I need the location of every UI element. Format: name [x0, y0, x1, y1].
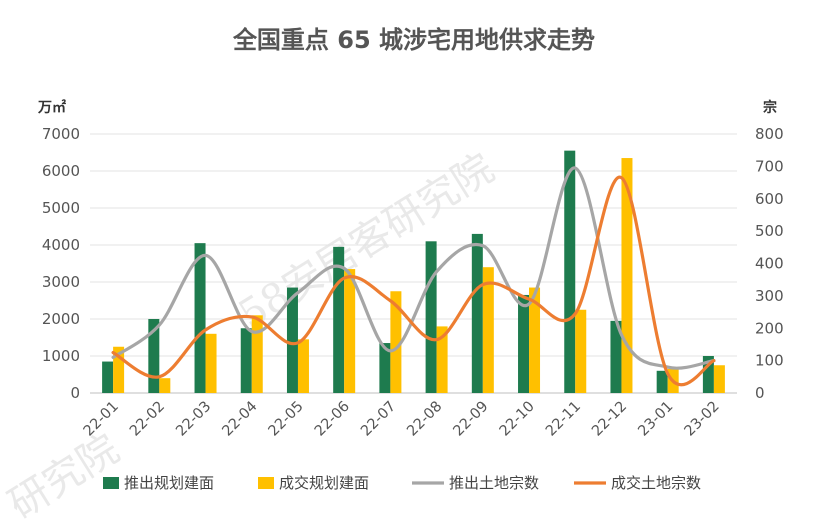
- legend-label: 成交规划建面: [279, 474, 369, 492]
- line-supply-count: [111, 166, 716, 370]
- legend-label: 推出土地宗数: [449, 474, 539, 492]
- left-tick-label: 6000: [42, 162, 80, 180]
- x-tick-label: 22-09: [451, 399, 492, 440]
- x-tick-label: 22-11: [543, 399, 584, 440]
- bar-deal: [713, 365, 725, 393]
- bar-supply: [286, 287, 298, 393]
- bar-deal: [621, 158, 633, 393]
- bar-deal: [205, 333, 217, 393]
- x-tick-label: 22-04: [219, 399, 260, 440]
- bar-supply: [610, 320, 622, 393]
- left-tick-label: 1000: [42, 347, 80, 365]
- right-tick-label: 300: [755, 287, 784, 305]
- bar-supply: [379, 343, 391, 393]
- right-axis-unit: 宗: [763, 99, 777, 116]
- bar-deal: [251, 315, 263, 393]
- x-tick-label: 22-07: [358, 399, 399, 440]
- bar-supply: [656, 370, 668, 393]
- bar-supply: [564, 150, 576, 393]
- left-tick-label: 0: [70, 384, 80, 402]
- bar-deal: [436, 326, 448, 393]
- right-tick-label: 0: [755, 384, 765, 402]
- x-tick-label: 22-03: [173, 399, 214, 440]
- right-tick-label: 100: [755, 352, 784, 370]
- left-tick-label: 4000: [42, 236, 80, 254]
- bar-supply: [240, 328, 252, 393]
- x-tick-label: 22-06: [312, 399, 353, 440]
- x-tick-label: 22-02: [127, 399, 168, 440]
- x-axis-ticks: 22-01 22-02 22-03 22-04 22-05 22-06 22-07 22-08…: [81, 399, 723, 440]
- right-tick-label: 500: [755, 222, 784, 240]
- chart-title: 全国重点 65 城涉宅用地供求走势: [232, 26, 595, 54]
- right-tick-label: 200: [755, 319, 784, 337]
- bar-deal: [159, 378, 171, 393]
- legend-label: 成交土地宗数: [611, 474, 701, 492]
- bar-deal: [575, 309, 587, 393]
- legend-label: 推出规划建面: [124, 474, 214, 492]
- x-tick-label: 22-12: [589, 399, 630, 440]
- bar-supply: [425, 241, 437, 393]
- line-deal-count: [111, 175, 716, 387]
- watermark-text-corner: 研究院: [1, 426, 127, 527]
- bar-supply: [471, 233, 483, 393]
- bar-deal: [113, 346, 125, 393]
- bar-deal: [529, 287, 541, 393]
- right-tick-label: 800: [755, 125, 784, 143]
- left-tick-label: 3000: [42, 273, 80, 291]
- right-tick-label: 600: [755, 190, 784, 208]
- right-tick-label: 700: [755, 157, 784, 175]
- lines: [111, 166, 716, 387]
- left-tick-label: 7000: [42, 125, 80, 143]
- x-tick-label: 22-10: [497, 399, 538, 440]
- bar-deal: [297, 339, 309, 393]
- bar-supply: [148, 319, 160, 393]
- left-tick-label: 2000: [42, 310, 80, 328]
- legend-swatch: [258, 477, 274, 489]
- x-tick-label: 22-08: [404, 399, 445, 440]
- legend: 推出规划建面 成交规划建面 推出土地宗数 成交土地宗数: [103, 474, 701, 492]
- legend-swatch: [103, 477, 119, 489]
- bar-supply: [102, 361, 114, 393]
- bar-deal: [482, 267, 494, 393]
- bar-supply: [333, 246, 345, 393]
- bar-supply: [194, 243, 206, 393]
- right-tick-label: 400: [755, 255, 784, 273]
- left-axis-unit: 万㎡: [37, 99, 66, 116]
- x-tick-label: 23-01: [635, 399, 676, 440]
- bar-deal: [390, 291, 402, 393]
- left-tick-label: 5000: [42, 199, 80, 217]
- bar-supply: [518, 294, 530, 393]
- bar-deal: [344, 269, 356, 393]
- bar-supply: [702, 356, 714, 393]
- left-axis-ticks: 0 1000 2000 3000 4000 5000 6000 7000: [42, 125, 80, 402]
- gridlines: [90, 133, 737, 394]
- x-tick-label: 22-05: [266, 399, 307, 440]
- x-tick-label: 23-02: [682, 399, 723, 440]
- right-axis-ticks: 0 100 200 300 400 500 600 700 800: [755, 125, 784, 402]
